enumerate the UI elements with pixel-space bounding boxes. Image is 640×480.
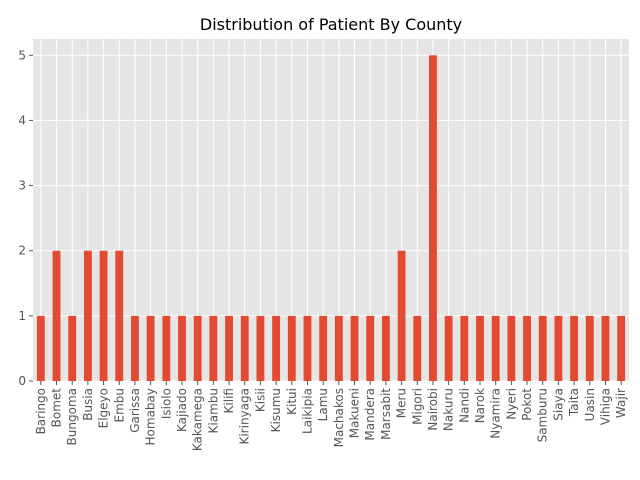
x-tick-label: Pokot <box>520 388 534 421</box>
x-tick-label: Isiolo <box>159 388 173 419</box>
bar-makueni <box>350 315 359 381</box>
bar-nakuru <box>444 315 453 381</box>
x-tick-label: Narok <box>473 388 487 423</box>
x-tick-label: Nandi <box>457 388 471 423</box>
x-tick-label: Garissa <box>128 388 142 433</box>
bar-meru <box>397 250 406 381</box>
bar-laikipia <box>303 315 312 381</box>
bar-pokot <box>523 315 531 381</box>
x-tick-label: Taita <box>567 388 581 417</box>
bar-narok <box>476 315 484 381</box>
x-tick-label: Bomet <box>50 388 64 428</box>
bar-marsabit <box>381 315 390 381</box>
bar-kiambu <box>209 315 218 381</box>
bar-nairobi <box>429 55 437 382</box>
x-tick-label: Kilifi <box>222 388 236 413</box>
bar-samburu <box>538 315 547 381</box>
bar-nyamira <box>491 315 500 381</box>
x-tick-label: Bungoma <box>65 388 79 445</box>
x-tick-label: Embu <box>112 388 126 423</box>
y-tick-label: 5 <box>18 48 26 62</box>
x-tick-label: Vihiga <box>598 388 612 425</box>
bar-lamu <box>319 315 328 381</box>
bar-embu <box>115 250 124 381</box>
x-tick-label: Laikipia <box>300 388 314 434</box>
x-tick-label: Machakos <box>332 388 346 447</box>
bars <box>36 55 626 382</box>
bar-garissa <box>131 315 139 381</box>
bar-kajiado <box>178 315 186 381</box>
x-tick-label: Kitui <box>285 388 299 415</box>
y-axis-ticks: 0 1 2 3 4 5 <box>18 48 33 388</box>
x-tick-label: Marsabit <box>379 388 393 440</box>
x-tick-label: Samburu <box>536 388 550 442</box>
bar-kitui <box>287 315 296 381</box>
y-tick-label: 2 <box>18 244 26 258</box>
x-tick-label: Kisumu <box>269 388 283 432</box>
bar-nyeri <box>507 315 516 381</box>
bar-uasin <box>585 315 594 381</box>
x-tick-label: Mandera <box>363 388 377 441</box>
bar-kilifi <box>225 315 233 381</box>
bar-homabay <box>146 315 155 381</box>
x-tick-label: Kirinyaga <box>238 388 252 445</box>
x-tick-label: Uasin <box>583 388 597 421</box>
x-tick-label: Lamu <box>316 388 330 421</box>
y-tick-label: 1 <box>18 309 26 323</box>
bar-mandera <box>366 315 375 381</box>
x-tick-label: Homabay <box>144 388 158 445</box>
x-tick-label: Wajir <box>614 388 628 418</box>
x-tick-label: Migori <box>410 388 424 425</box>
bar-taita <box>570 315 579 381</box>
bar-baringo <box>36 315 45 381</box>
x-tick-label: Busia <box>81 388 95 421</box>
bar-kirinyaga <box>240 315 249 381</box>
bar-machakos <box>334 315 343 381</box>
bar-busia <box>83 250 92 381</box>
x-tick-label: Elgeyo <box>97 388 111 428</box>
bar-kisii <box>256 315 265 381</box>
x-tick-label: Kajiado <box>175 388 189 432</box>
chart-title: Distribution of Patient By County <box>200 15 462 34</box>
bar-bungoma <box>68 315 77 381</box>
bar-vihiga <box>601 315 610 381</box>
y-tick-label: 4 <box>18 113 26 127</box>
bar-elgeyo <box>99 250 108 381</box>
y-tick-label: 3 <box>18 179 26 193</box>
y-tick-label: 0 <box>18 374 26 388</box>
x-tick-label: Meru <box>395 388 409 418</box>
bar-kisumu <box>272 315 281 381</box>
x-tick-label: Nyeri <box>504 388 518 420</box>
bar-bomet <box>52 250 61 381</box>
bar-isiolo <box>162 315 171 381</box>
bar-siaya <box>554 315 563 381</box>
x-tick-label: Baringo <box>34 388 48 434</box>
x-tick-label: Nakuru <box>442 388 456 431</box>
x-tick-label: Siaya <box>551 388 565 421</box>
x-tick-label: Kakamega <box>191 388 205 451</box>
bar-migori <box>413 315 422 381</box>
x-tick-label: Kiambu <box>206 388 220 433</box>
x-tick-label: Makueni <box>348 388 362 438</box>
bar-kakamega <box>193 315 202 381</box>
x-tick-label: Kisii <box>253 388 267 412</box>
x-tick-label: Nyamira <box>489 388 503 439</box>
x-axis-ticks: Baringo Bomet Bungoma Busia Elgeyo Embu Gariss… <box>34 381 628 451</box>
bar-nandi <box>460 315 469 381</box>
bar-wajir <box>617 315 626 381</box>
x-tick-label: Nairobi <box>426 388 440 431</box>
